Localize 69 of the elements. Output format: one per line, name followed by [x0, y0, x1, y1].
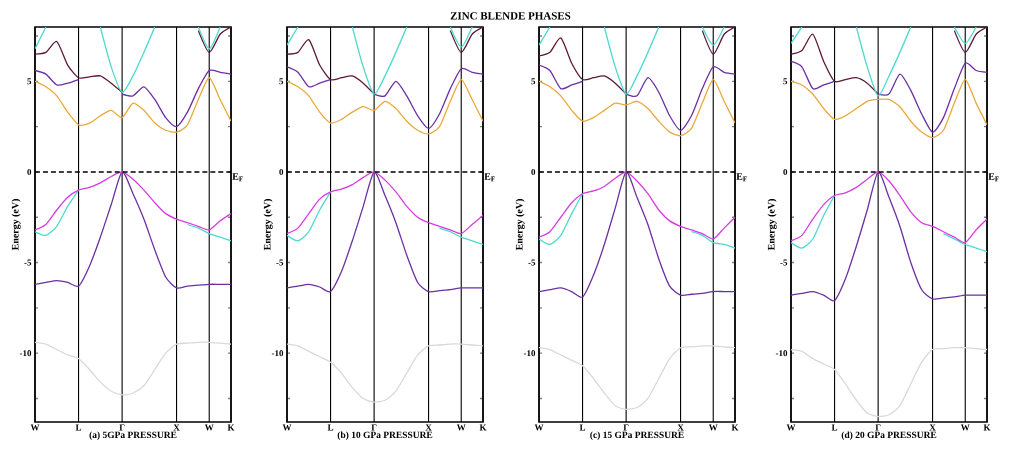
line-series [539, 78, 736, 137]
x-tick-label: Γ [119, 424, 125, 431]
y-tick-label: 5 [27, 78, 32, 85]
y-axis-title: Energy (eV) [263, 199, 273, 251]
y-tick-label: 0 [27, 168, 32, 175]
x-tick-label: K [731, 424, 739, 431]
ref-line-label: E$_{F}$ [484, 173, 495, 182]
line-series [791, 346, 988, 418]
line-series [35, 171, 231, 289]
line-series [287, 171, 483, 293]
line-series [35, 341, 231, 396]
y-tick-label: -10 [19, 350, 32, 357]
y-tick-label: 5 [279, 78, 284, 85]
x-tick-label: X [929, 424, 936, 431]
x-tick-label: L [75, 424, 82, 431]
x-tick-label: X [173, 424, 180, 431]
y-tick-label: -5 [276, 259, 284, 266]
x-tick-label: W [960, 424, 970, 431]
y-tick-label: 5 [531, 78, 536, 85]
x-axis-title: (a) 5GPa PRESSURE [89, 431, 177, 440]
y-tick-label: -5 [528, 259, 536, 266]
line-series [539, 171, 736, 240]
x-tick-label: W [204, 424, 214, 431]
x-tick-label: W [456, 424, 466, 431]
x-tick-label: Γ [875, 424, 881, 431]
y-tick-label: 0 [531, 168, 536, 175]
y-tick-label: -10 [523, 350, 536, 357]
ref-line-label: E$_{F}$ [988, 173, 999, 182]
x-tick-label: L [327, 424, 334, 431]
line-series [287, 343, 483, 403]
x-tick-label: W [708, 424, 718, 431]
x-tick-label: W [282, 424, 292, 431]
y-tick-label: -5 [780, 259, 788, 266]
x-tick-label: K [479, 424, 487, 431]
x-tick-label: K [983, 424, 991, 431]
x-axis-title: (d) 20 GPa PRESSURE [841, 431, 937, 440]
x-tick-label: W [534, 424, 544, 431]
line-series [539, 171, 736, 298]
line-series [791, 171, 988, 302]
y-tick-label: 0 [783, 168, 788, 175]
x-tick-label: W [786, 424, 796, 431]
y-axis-title: Energy (eV) [767, 199, 777, 251]
line-series [539, 345, 736, 410]
y-tick-label: 5 [783, 78, 788, 85]
line-series [35, 77, 231, 133]
x-tick-label: Γ [371, 424, 377, 431]
line-series [35, 171, 231, 231]
x-tick-label: Γ [623, 424, 629, 431]
line-series [287, 171, 483, 235]
y-tick-label: -5 [24, 259, 32, 266]
ref-line-label: E$_{F}$ [232, 173, 243, 182]
y-tick-label: 0 [279, 168, 284, 175]
x-tick-label: K [227, 424, 235, 431]
y-tick-label: -10 [271, 350, 284, 357]
x-tick-label: L [831, 424, 838, 431]
line-series [791, 171, 988, 244]
x-axis-title: (c) 15 GPa PRESSURE [590, 431, 684, 440]
x-tick-label: X [425, 424, 432, 431]
text: ZINC BLENDE PHASES [450, 12, 571, 20]
x-tick-label: W [30, 424, 40, 431]
ref-line-label: E$_{F}$ [736, 173, 747, 182]
x-tick-label: X [677, 424, 684, 431]
y-tick-label: -10 [775, 350, 788, 357]
y-axis-title: Energy (eV) [515, 199, 525, 251]
line-series [791, 78, 988, 139]
line-series [287, 78, 483, 135]
x-axis-title: (b) 10 GPa PRESSURE [337, 431, 433, 440]
x-tick-label: L [579, 424, 586, 431]
y-axis-title: Energy (eV) [11, 199, 21, 251]
